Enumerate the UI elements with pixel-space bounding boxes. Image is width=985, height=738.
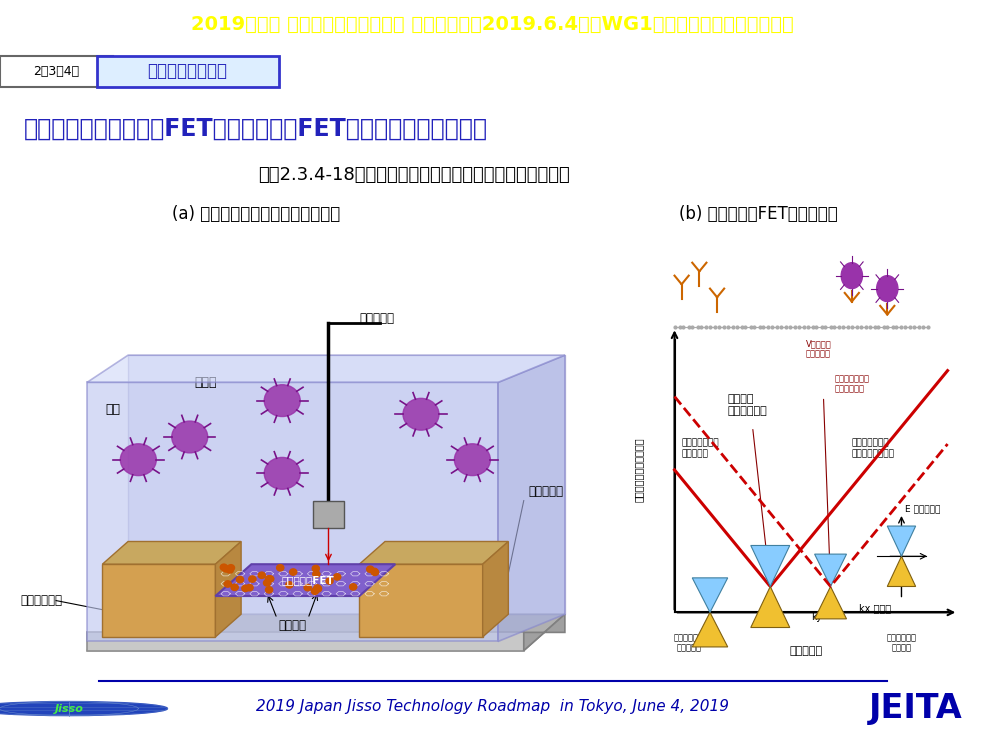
Circle shape — [312, 565, 319, 572]
Polygon shape — [887, 526, 916, 556]
Polygon shape — [360, 565, 483, 637]
Circle shape — [366, 566, 374, 573]
Circle shape — [454, 444, 491, 475]
Text: kx 運動量: kx 運動量 — [859, 603, 891, 613]
Text: フェルミ準位
が価電子帯: フェルミ準位 が価電子帯 — [674, 633, 703, 652]
Text: 右側スロープ：
エレクトロン伝導: 右側スロープ： エレクトロン伝導 — [852, 438, 894, 458]
Circle shape — [228, 565, 234, 571]
Circle shape — [371, 569, 378, 576]
Circle shape — [311, 588, 318, 594]
Circle shape — [314, 585, 322, 592]
Polygon shape — [751, 545, 790, 587]
Circle shape — [264, 458, 300, 489]
Text: 図表2.3.4-18　グラフェンバイオセンサの構造と検出原理: 図表2.3.4-18 グラフェンバイオセンサの構造と検出原理 — [258, 166, 569, 184]
Polygon shape — [692, 613, 728, 647]
Circle shape — [350, 584, 357, 590]
Text: ソース・ドレイン間電流: ソース・ドレイン間電流 — [634, 438, 644, 503]
Bar — [313, 500, 344, 528]
Circle shape — [0, 702, 167, 716]
Polygon shape — [102, 542, 241, 565]
Polygon shape — [815, 554, 846, 587]
Circle shape — [304, 584, 311, 591]
Text: V字の底：
電荷中性点: V字の底： 電荷中性点 — [806, 339, 831, 359]
FancyBboxPatch shape — [0, 56, 113, 87]
Text: バイオセンサ事例: バイオセンサ事例 — [147, 63, 228, 80]
Polygon shape — [87, 355, 564, 382]
Polygon shape — [815, 587, 846, 619]
Text: 左側スロープ：
ホール伝導: 左側スロープ： ホール伝導 — [682, 438, 719, 458]
Text: フェルミ準位；
ディラック点: フェルミ準位； ディラック点 — [834, 374, 869, 393]
Text: ゲート電極: ゲート電極 — [360, 312, 394, 325]
Text: (a) グラフェンバイオセンサの構造: (a) グラフェンバイオセンサの構造 — [172, 205, 340, 223]
Circle shape — [258, 572, 265, 579]
Text: 2019年度版 実装技術ロードマップ 完成報告会（2019.6.4）　WG1市場動向／分析・課題抽出: 2019年度版 実装技術ロードマップ 完成報告会（2019.6.4） WG1市場… — [191, 15, 794, 33]
Text: ドレイン電極: ドレイン電極 — [20, 594, 62, 607]
Polygon shape — [216, 565, 395, 596]
Text: 検体液: 検体液 — [194, 376, 217, 389]
Text: ゲート電圧: ゲート電圧 — [789, 646, 822, 656]
Circle shape — [267, 576, 274, 582]
Text: JEITA: JEITA — [869, 692, 963, 725]
Circle shape — [120, 444, 157, 475]
Circle shape — [231, 584, 238, 590]
Text: カーボンナノチューブFET、グラフェンFETを用いた高感度センサ: カーボンナノチューブFET、グラフェンFETを用いた高感度センサ — [24, 117, 488, 140]
Polygon shape — [87, 382, 498, 641]
Polygon shape — [483, 542, 508, 637]
Polygon shape — [751, 587, 790, 627]
Text: (b) グラフェンFETの動作原理: (b) グラフェンFETの動作原理 — [679, 205, 838, 223]
Circle shape — [249, 576, 256, 582]
Circle shape — [277, 565, 284, 571]
Text: グラフェンFET: グラフェンFET — [282, 575, 334, 585]
Text: プローブ: プローブ — [279, 619, 306, 632]
Circle shape — [236, 576, 243, 583]
Circle shape — [221, 564, 228, 570]
Polygon shape — [216, 542, 241, 637]
Circle shape — [246, 584, 253, 591]
Circle shape — [877, 275, 898, 302]
Text: 標的: 標的 — [105, 403, 120, 416]
Circle shape — [241, 585, 249, 592]
Circle shape — [370, 568, 378, 575]
Text: 負電荷が
近づいた場合: 負電荷が 近づいた場合 — [728, 394, 767, 416]
Circle shape — [403, 399, 439, 430]
Text: フェルミ準位
が伝導帯: フェルミ準位 が伝導帯 — [886, 633, 916, 652]
Circle shape — [326, 578, 333, 584]
Polygon shape — [102, 565, 216, 637]
Circle shape — [334, 573, 341, 580]
Circle shape — [227, 567, 233, 573]
Circle shape — [171, 421, 208, 453]
Circle shape — [286, 582, 293, 588]
Polygon shape — [692, 578, 728, 613]
Text: ky: ky — [811, 612, 821, 621]
Polygon shape — [128, 355, 564, 614]
Circle shape — [290, 569, 296, 575]
Circle shape — [225, 581, 231, 587]
Circle shape — [841, 263, 863, 289]
Circle shape — [266, 587, 273, 593]
Polygon shape — [87, 614, 564, 651]
Circle shape — [314, 584, 321, 591]
Text: 2章3節4項: 2章3節4項 — [33, 65, 79, 78]
Polygon shape — [524, 614, 564, 651]
Polygon shape — [498, 355, 564, 641]
Polygon shape — [360, 542, 508, 565]
FancyBboxPatch shape — [97, 56, 279, 87]
Text: E エネルギー: E エネルギー — [905, 504, 941, 513]
Polygon shape — [887, 556, 916, 587]
Polygon shape — [87, 632, 524, 651]
Text: 2019 Japan Jisso Technology Roadmap  in Tokyo, June 4, 2019: 2019 Japan Jisso Technology Roadmap in T… — [256, 699, 729, 714]
Circle shape — [223, 565, 230, 572]
Circle shape — [264, 580, 271, 586]
Circle shape — [265, 576, 273, 582]
Circle shape — [312, 571, 320, 577]
Text: Jisso: Jisso — [54, 703, 84, 714]
Text: ソース電極: ソース電極 — [529, 485, 563, 498]
Circle shape — [264, 384, 300, 416]
